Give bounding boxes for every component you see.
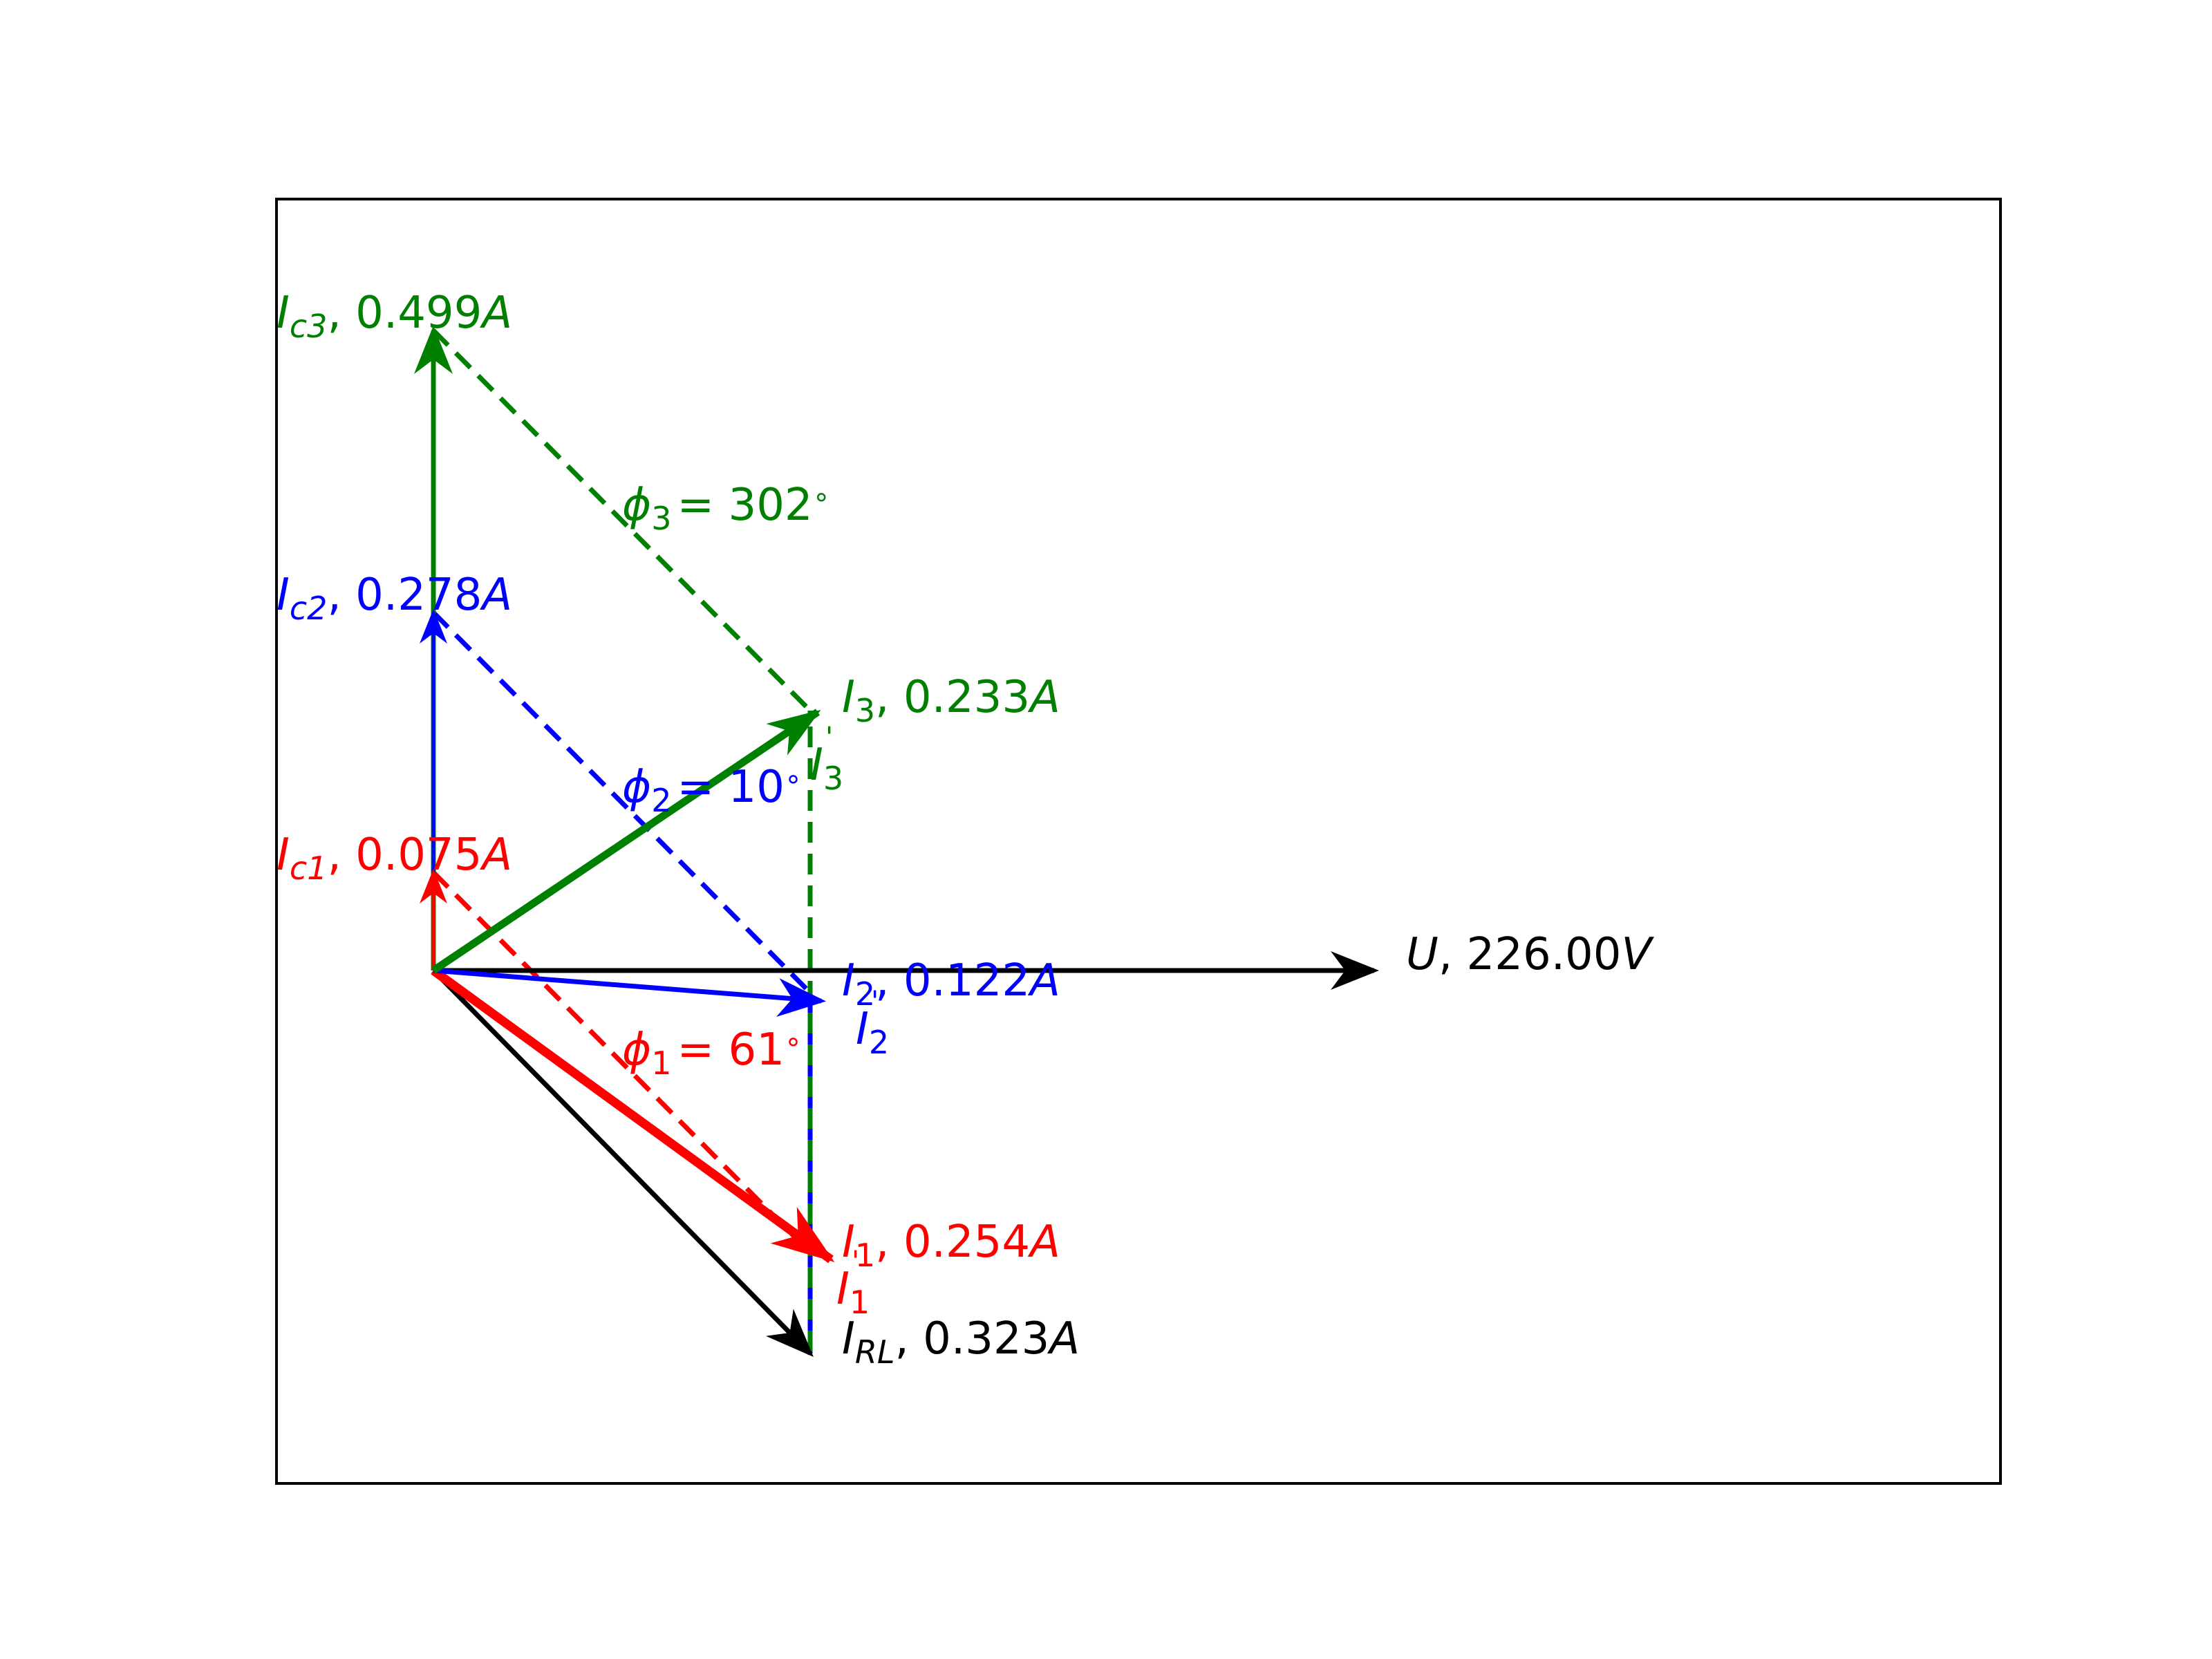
- plot-frame: [275, 198, 2002, 1485]
- voltage-label: U, 226.00V: [1406, 929, 1654, 980]
- phi1-label: ϕ1 = 61∘: [622, 1024, 802, 1082]
- ic2-label: Ic2, 0.278A: [276, 570, 512, 627]
- i2-prime-label: I2': [856, 986, 889, 1061]
- i3-label: I3, 0.233A: [842, 672, 1060, 729]
- i2-arrow: [433, 968, 826, 1017]
- i3-arrow: [431, 709, 821, 974]
- i-rl-arrow: [431, 968, 814, 1357]
- case3-dashed-diagonal: [431, 328, 812, 713]
- case1-dashed-diagonal: [431, 870, 812, 1255]
- ic1-label: Ic1, 0.075A: [276, 830, 512, 887]
- i1-prime-label: I1': [836, 1246, 870, 1321]
- phi2-label: ϕ2 = 10∘: [622, 762, 802, 819]
- case2-dashed-diagonal: [431, 610, 812, 995]
- i2-label: I2, 0.122A: [842, 955, 1060, 1013]
- i-rl-label: IRL, 0.323A: [842, 1313, 1080, 1371]
- i1-arrow: [431, 966, 835, 1264]
- phi3-label: ϕ3 = 302∘: [622, 480, 830, 537]
- ic3-label: Ic3, 0.499A: [276, 288, 512, 345]
- i1-label: I1, 0.254A: [842, 1217, 1060, 1274]
- i3-prime-label: I3': [810, 722, 843, 797]
